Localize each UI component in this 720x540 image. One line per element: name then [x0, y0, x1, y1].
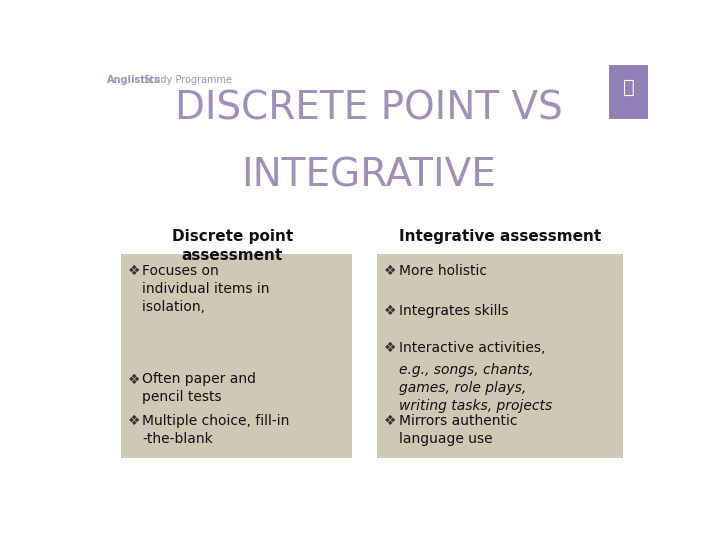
Text: Mirrors authentic
language use: Mirrors authentic language use [399, 414, 517, 446]
Text: ❖: ❖ [384, 265, 397, 279]
FancyBboxPatch shape [609, 65, 648, 119]
Text: Integrative assessment: Integrative assessment [399, 229, 601, 244]
Text: Focuses on
individual items in
isolation,: Focuses on individual items in isolation… [142, 265, 269, 314]
Text: Often paper and
pencil tests: Often paper and pencil tests [142, 373, 256, 404]
Text: ❖: ❖ [384, 304, 397, 318]
Text: More holistic: More holistic [399, 265, 487, 279]
Text: DISCRETE POINT VS: DISCRETE POINT VS [175, 90, 563, 128]
Text: ❖: ❖ [127, 265, 140, 279]
Text: ❖: ❖ [384, 341, 397, 355]
Text: ❖: ❖ [127, 414, 140, 428]
Text: INTEGRATIVE: INTEGRATIVE [242, 156, 496, 194]
FancyBboxPatch shape [377, 254, 623, 458]
Text: Interactive activities,: Interactive activities, [399, 341, 545, 355]
Text: Study Programme: Study Programme [141, 75, 233, 85]
Text: Discrete point
assessment: Discrete point assessment [171, 229, 293, 262]
Text: ❖: ❖ [384, 414, 397, 428]
Text: e.g., songs, chants,
games, role plays,
writing tasks, projects: e.g., songs, chants, games, role plays, … [399, 363, 552, 413]
Text: Multiple choice, fill-in
-the-blank: Multiple choice, fill-in -the-blank [142, 414, 289, 446]
Text: Anglistics: Anglistics [107, 75, 161, 85]
FancyBboxPatch shape [121, 254, 352, 458]
Text: Integrates skills: Integrates skills [399, 304, 508, 318]
Text: ❖: ❖ [127, 373, 140, 387]
Text: ⛹: ⛹ [623, 78, 634, 97]
